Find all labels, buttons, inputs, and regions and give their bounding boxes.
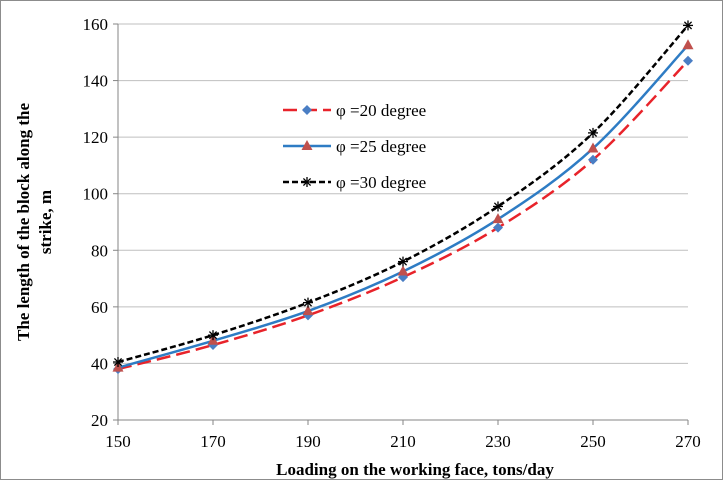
legend-marker xyxy=(302,177,312,187)
x-tick-label: 210 xyxy=(390,432,416,451)
data-point xyxy=(493,201,503,211)
x-tick-label: 150 xyxy=(105,432,131,451)
y-tick-label: 160 xyxy=(83,15,109,34)
y-tick-label: 120 xyxy=(83,128,109,147)
data-point xyxy=(398,257,408,267)
data-point xyxy=(208,330,218,340)
legend-label: φ =20 degree xyxy=(336,101,426,120)
y-tick-label: 40 xyxy=(91,354,108,373)
y-tick-label: 100 xyxy=(83,185,109,204)
x-tick-label: 270 xyxy=(675,432,701,451)
y-tick-label: 60 xyxy=(91,298,108,317)
x-axis-title: Loading on the working face, tons/day xyxy=(276,460,554,479)
y-tick-label: 140 xyxy=(83,72,109,91)
data-point xyxy=(588,128,598,138)
x-tick-label: 190 xyxy=(295,432,321,451)
x-tick-label: 250 xyxy=(580,432,606,451)
y-tick-label: 20 xyxy=(91,411,108,430)
y-axis-title-line-1: The length of the block along the xyxy=(14,103,33,341)
data-point xyxy=(303,298,313,308)
y-axis-title-line-2: strike, m xyxy=(36,190,55,254)
x-tick-label: 230 xyxy=(485,432,511,451)
data-point xyxy=(113,357,123,367)
x-tick-label: 170 xyxy=(200,432,226,451)
legend-label: φ =25 degree xyxy=(336,137,426,156)
y-tick-label: 80 xyxy=(91,241,108,260)
data-point xyxy=(683,20,693,30)
legend-label: φ =30 degree xyxy=(336,173,426,192)
